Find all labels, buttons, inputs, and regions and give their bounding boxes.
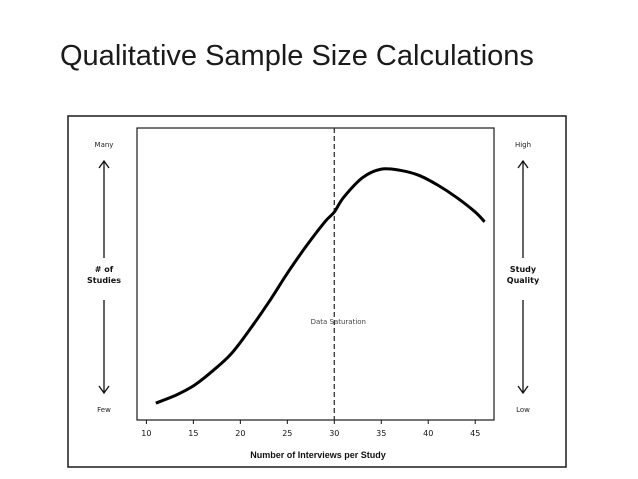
x-tick-label: 10 bbox=[141, 429, 151, 438]
left-axis-label: # of Studies bbox=[87, 265, 121, 285]
up-arrow-icon bbox=[517, 159, 529, 258]
right-axis-top-label: High bbox=[515, 141, 531, 149]
down-arrow-icon bbox=[98, 300, 110, 395]
series-line bbox=[155, 167, 486, 405]
x-tick-label: 35 bbox=[376, 429, 386, 438]
up-arrow-icon bbox=[98, 159, 110, 258]
x-tick-label: 30 bbox=[329, 429, 339, 438]
right-axis-bottom-label: Low bbox=[516, 406, 530, 414]
x-axis-label: Number of Interviews per Study bbox=[250, 450, 386, 460]
x-tick-label: 20 bbox=[235, 429, 245, 438]
right-axis-label: Study Quality bbox=[507, 265, 540, 285]
plot-area bbox=[136, 127, 495, 421]
slide-title: Qualitative Sample Size Calculations bbox=[60, 40, 534, 72]
x-tick-label: 25 bbox=[282, 429, 292, 438]
left-axis-top-label: Many bbox=[95, 141, 114, 149]
chart-frame bbox=[67, 115, 567, 468]
down-arrow-icon bbox=[517, 300, 529, 395]
left-axis-bottom-label: Few bbox=[97, 406, 111, 414]
x-tick-label: 15 bbox=[188, 429, 198, 438]
data-saturation-label: Data Saturation bbox=[311, 318, 366, 326]
x-tick-label: 40 bbox=[423, 429, 433, 438]
x-tick-label: 45 bbox=[470, 429, 480, 438]
x-axis: 10 15 20 25 30 35 40 45 bbox=[141, 420, 480, 438]
